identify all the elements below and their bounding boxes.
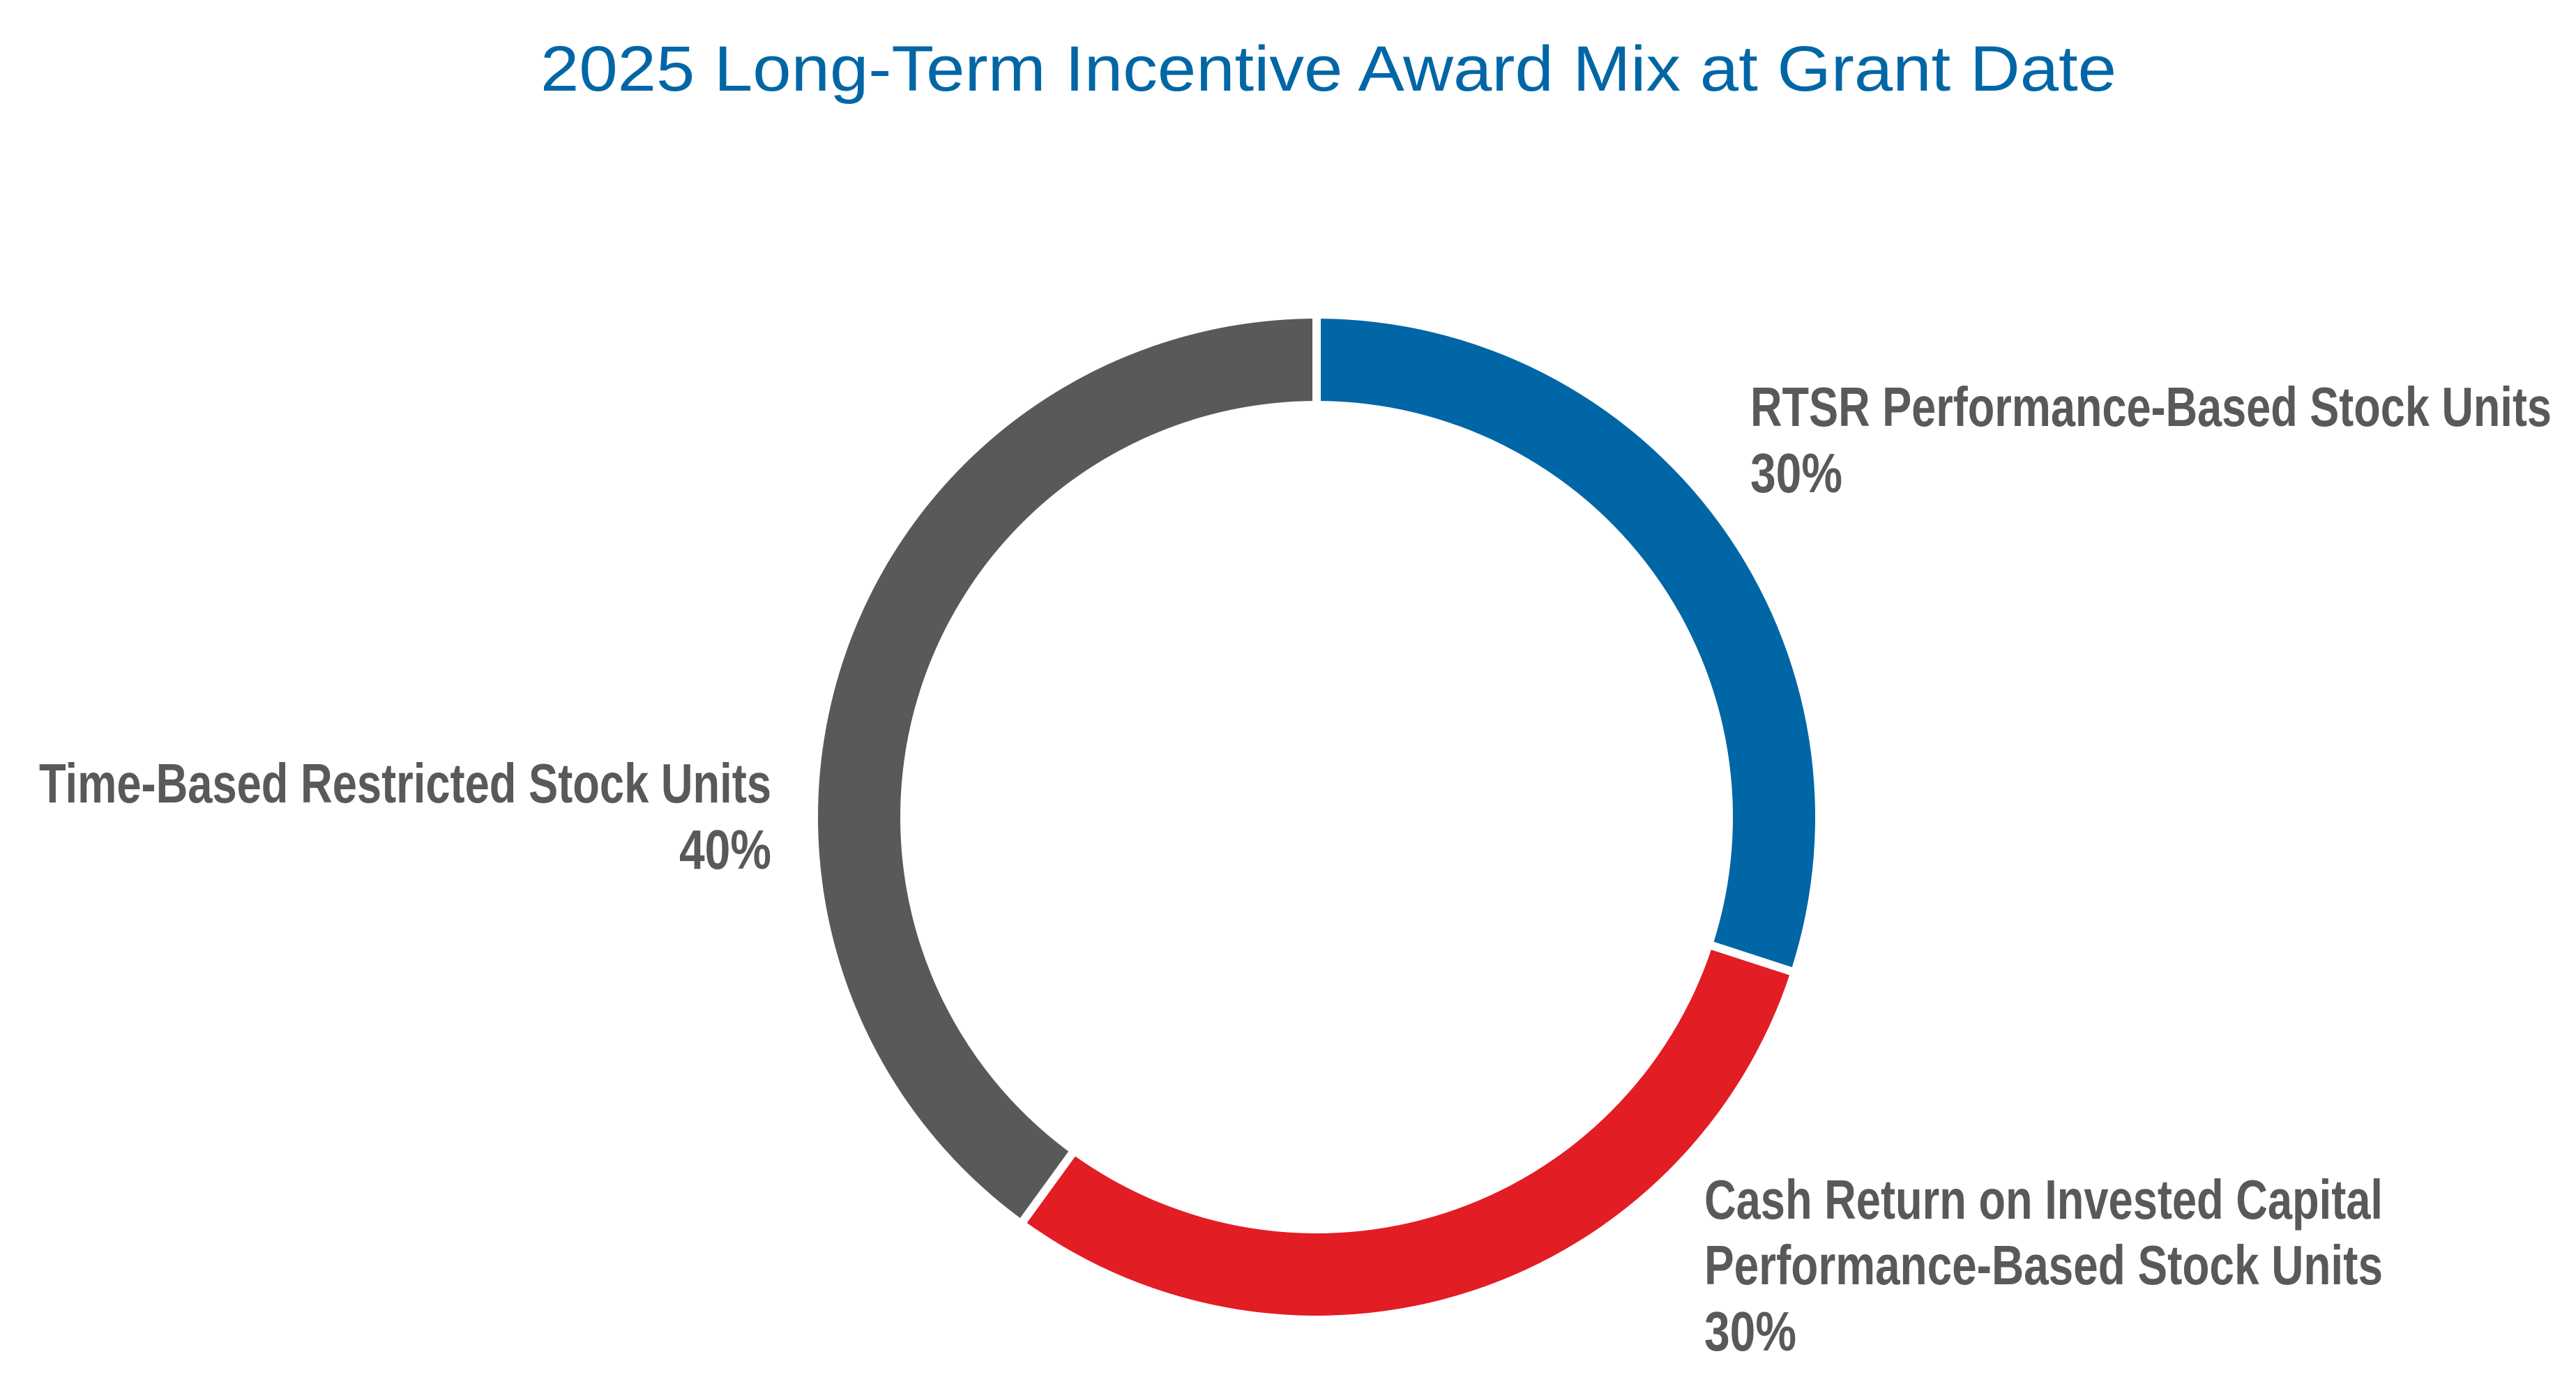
- slice-value-rtsr: 30%: [1750, 442, 1842, 504]
- slice-label-croic-line1: Cash Return on Invested Capital: [1704, 1169, 2383, 1231]
- slice-value-time-based: 40%: [679, 819, 771, 881]
- donut-slice-2: [818, 319, 1317, 1221]
- slice-label-croic-line2: Performance-Based Stock Units: [1704, 1234, 2383, 1296]
- slice-value-croic: 30%: [1704, 1300, 1796, 1362]
- slice-separator-1: [1704, 939, 1799, 977]
- slice-separator-2: [1016, 1146, 1079, 1229]
- chart-title: 2025 Long-Term Incentive Award Mix at Gr…: [540, 33, 2116, 105]
- slice-label-time-based: Time-Based Restricted Stock Units: [39, 752, 771, 814]
- donut-slice-0: [1317, 319, 1815, 971]
- donut-slice-1: [1023, 945, 1791, 1316]
- slice-label-rtsr: RTSR Performance-Based Stock Units: [1750, 376, 2552, 438]
